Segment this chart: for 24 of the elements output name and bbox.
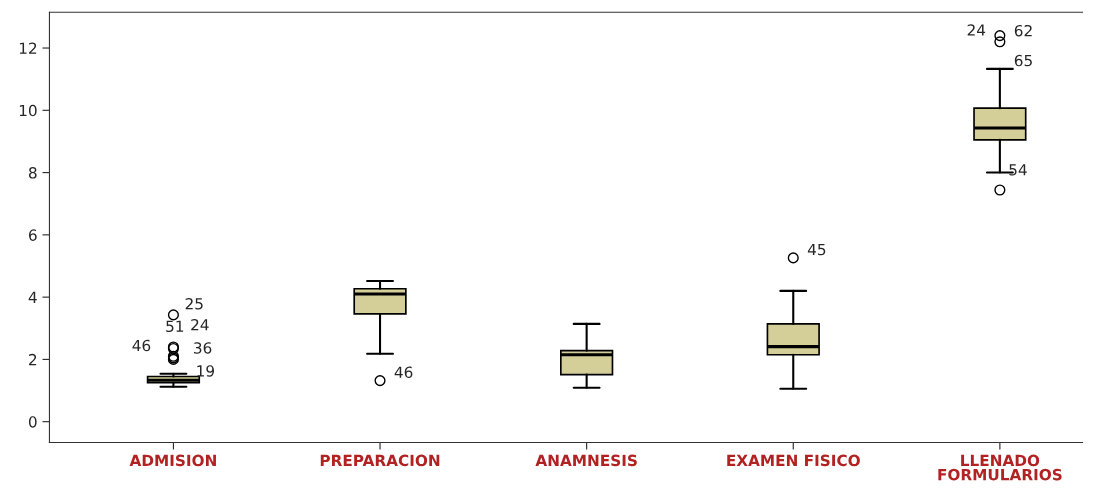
annotation: 24 bbox=[191, 318, 209, 331]
x-tick-label: ANAMNESIS bbox=[535, 454, 637, 467]
annotation: 25 bbox=[185, 297, 203, 310]
x-tick-label: EXAMEN FISICO bbox=[727, 454, 860, 467]
annotation: 46 bbox=[132, 339, 151, 352]
annotation: 19 bbox=[197, 365, 215, 377]
annotation: 51 bbox=[166, 320, 184, 333]
y-tick-label: 4 bbox=[28, 291, 37, 303]
y-tick-label: 8 bbox=[28, 167, 37, 179]
y-tick-label: 6 bbox=[29, 229, 37, 241]
y-tick-label: 2 bbox=[29, 353, 37, 366]
annotation: 45 bbox=[807, 243, 826, 256]
annotation: 62 bbox=[1014, 24, 1032, 37]
y-tick-label: 0 bbox=[28, 416, 37, 428]
annotation: 24 bbox=[967, 24, 986, 36]
x-tick-label: PREPARACION bbox=[320, 454, 440, 467]
x-tick-label: LLENADO FORMULARIOS bbox=[938, 454, 1062, 481]
y-tick-label: 12 bbox=[19, 42, 37, 54]
annotation: 65 bbox=[1014, 54, 1032, 67]
annotation: 36 bbox=[194, 342, 212, 354]
x-tick-label: ADMISION bbox=[129, 454, 216, 467]
annotation: 54 bbox=[1009, 164, 1027, 176]
annotation: 46 bbox=[394, 366, 413, 379]
y-tick-label: 10 bbox=[19, 104, 37, 117]
